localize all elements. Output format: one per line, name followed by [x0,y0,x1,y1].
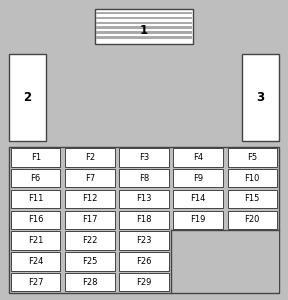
Text: F2: F2 [85,153,95,162]
Text: 3: 3 [257,91,265,104]
Text: F26: F26 [136,257,152,266]
Text: F1: F1 [31,153,41,162]
Bar [172,230,279,292]
Bar [9,54,46,141]
Bar [119,231,169,250]
Bar [65,169,115,188]
Bar [65,231,115,250]
Bar [228,190,277,208]
Bar [65,190,115,208]
Bar [173,169,223,188]
Bar [173,148,223,166]
Bar [65,273,115,291]
Bar [119,211,169,229]
Text: 1: 1 [140,24,148,37]
Bar [119,169,169,188]
Text: F10: F10 [245,174,260,183]
Bar [11,169,60,188]
Text: F23: F23 [136,236,152,245]
Bar [173,190,223,208]
Text: F22: F22 [82,236,98,245]
Bar [11,252,60,271]
Text: F25: F25 [82,257,98,266]
Text: F14: F14 [190,194,206,203]
Bar [173,211,223,229]
Text: F16: F16 [28,215,43,224]
Bar [242,54,279,141]
Text: F20: F20 [245,215,260,224]
Bar [11,231,60,250]
Bar [11,148,60,166]
Bar [96,12,192,14]
Bar [96,22,192,24]
Text: F27: F27 [28,278,43,286]
Bar [228,211,277,229]
Bar [96,36,192,39]
Bar [228,169,277,188]
Bar [96,26,192,29]
Bar [11,190,60,208]
Bar [65,252,115,271]
Text: F18: F18 [136,215,152,224]
Text: F21: F21 [28,236,43,245]
Text: F13: F13 [136,194,152,203]
Bar [65,211,115,229]
Bar [119,148,169,166]
Text: F8: F8 [139,174,149,183]
Bar [96,32,192,34]
Text: F19: F19 [190,215,206,224]
Text: F11: F11 [28,194,43,203]
Bar [65,148,115,166]
Bar [119,273,169,291]
Bar [119,252,169,271]
Text: F17: F17 [82,215,98,224]
Text: F29: F29 [136,278,152,286]
Bar [119,190,169,208]
Bar [95,9,193,44]
Bar [228,148,277,166]
Text: F15: F15 [245,194,260,203]
Text: F28: F28 [82,278,98,286]
Bar [9,147,279,292]
Text: F24: F24 [28,257,43,266]
Text: F7: F7 [85,174,95,183]
Text: F6: F6 [31,174,41,183]
Text: F4: F4 [193,153,203,162]
Text: F12: F12 [82,194,98,203]
Text: 2: 2 [23,91,31,104]
Text: F3: F3 [139,153,149,162]
Bar [11,211,60,229]
Text: F5: F5 [247,153,257,162]
Text: F9: F9 [193,174,203,183]
Bar [96,16,192,19]
Bar [11,273,60,291]
